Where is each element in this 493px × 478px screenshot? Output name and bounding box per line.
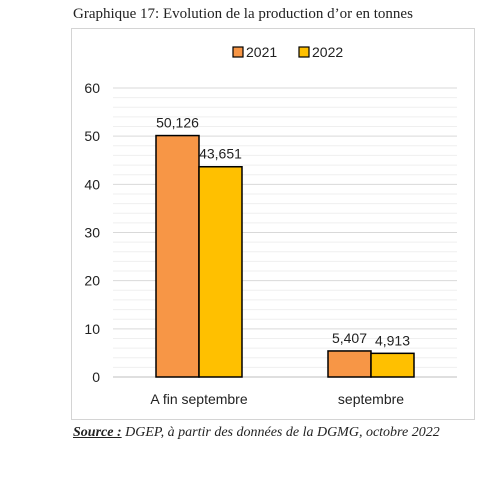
bar-2021-2 (327, 350, 372, 378)
source-label: Source : (73, 425, 122, 440)
data-label: 5,407 (332, 330, 367, 346)
y-axis-tick-labels: 0 10 20 30 40 50 60 (84, 80, 100, 385)
y-tick-label: 40 (84, 176, 100, 192)
y-tick-label: 50 (84, 128, 100, 144)
legend-swatch-2022 (298, 46, 310, 58)
y-tick-label: 30 (84, 225, 100, 241)
y-tick-label: 60 (84, 80, 100, 96)
bars (155, 134, 415, 378)
y-tick-label: 0 (92, 369, 100, 385)
category-label: A fin septembre (150, 391, 247, 407)
data-label: 4,913 (375, 332, 410, 348)
source-note: Source : DGEP, à partir des données de l… (73, 425, 440, 441)
legend-label: 2022 (312, 44, 343, 60)
data-label: 50,126 (156, 115, 199, 131)
category-labels: A fin septembre septembre (150, 391, 404, 407)
legend-label: 2021 (246, 44, 277, 60)
bar-2021-1 (155, 134, 200, 378)
legend-swatch-2021 (232, 46, 244, 58)
chart-caption: Graphique 17: Evolution de la production… (73, 6, 413, 22)
y-tick-label: 10 (84, 321, 100, 337)
legend: 2021 2022 (232, 44, 343, 60)
source-text: DGEP, à partir des données de la DGMG, o… (121, 425, 440, 440)
bar-2022-2 (370, 352, 415, 378)
category-label: septembre (338, 391, 404, 407)
bar-2022-1 (198, 165, 243, 378)
y-tick-label: 20 (84, 273, 100, 289)
data-label: 43,651 (199, 146, 242, 162)
